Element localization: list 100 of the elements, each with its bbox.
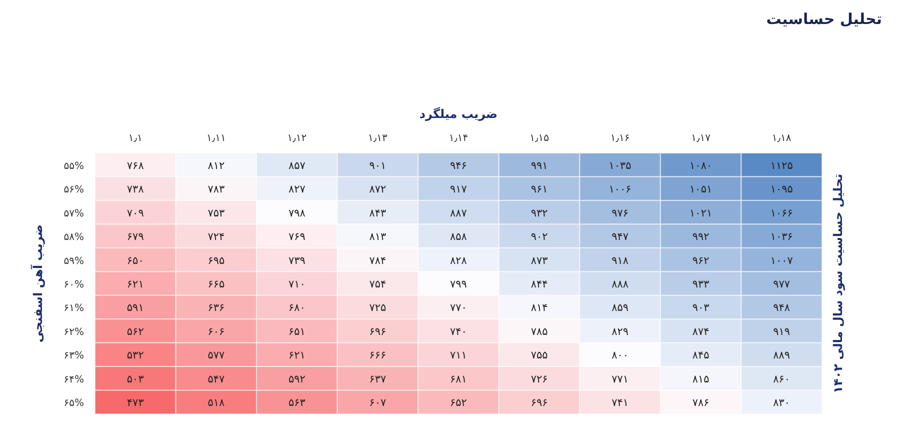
data-label: ۷۲۵	[369, 302, 387, 314]
data-label: ۷۳۸	[126, 184, 144, 196]
data-label: ۸۸۷	[450, 207, 468, 220]
data-label: ۹۰۱	[369, 160, 386, 172]
data-label: ۴۷۳	[126, 397, 144, 410]
data-label: ۷۶۸	[126, 160, 144, 172]
data-label: ۸۷۴	[692, 326, 710, 338]
data-label: ۶۵۱	[288, 326, 306, 338]
data-label: ۱۰۵۱	[690, 184, 712, 196]
x-tick-label: ۱٫۱۵	[530, 133, 549, 144]
data-label: ۹۴۷	[612, 231, 629, 244]
data-label: ۷۵۳	[208, 207, 225, 220]
x-tick-label: ۱٫۱۱	[206, 133, 226, 144]
data-label: ۷۸۶	[692, 397, 710, 410]
data-label: ۶۹۶	[369, 326, 386, 338]
x-axis-title: ضریب میلگرد	[419, 107, 498, 121]
data-label: ۶۹۵	[208, 254, 225, 267]
data-label: ۸۰۰	[612, 350, 629, 362]
data-label: ۷۷۰	[450, 302, 467, 314]
y2-axis-title: تحلیل حساسیت سود سال مالی ۱۴۰۲	[831, 174, 845, 394]
data-label: ۵۹۱	[126, 302, 144, 314]
data-label: ۹۱۸	[612, 254, 629, 267]
data-label: ۸۲۸	[450, 254, 468, 267]
data-label: ۷۰۹	[126, 207, 144, 220]
data-label: ۹۴۸	[773, 302, 790, 314]
data-label: ۵۶۳	[288, 397, 306, 410]
data-label: ۷۵۴	[369, 278, 386, 290]
data-label: ۷۷۱	[612, 373, 629, 386]
data-label: ۹۷۶	[612, 207, 629, 220]
x-tick-label: ۱٫۱۳	[368, 133, 388, 144]
data-label: ۷۱۱	[450, 350, 467, 362]
data-label: ۷۴۰	[450, 326, 467, 338]
data-label: ۹۰۲	[530, 231, 548, 244]
data-label: ۹۶۲	[692, 254, 710, 267]
data-label: ۱۰۰۶	[608, 184, 632, 196]
data-label: ۶۸۱	[450, 373, 467, 386]
data-label: ۸۱۲	[208, 160, 225, 172]
y-tick-label: ۵۹%	[64, 256, 84, 267]
data-label: ۷۱۰	[288, 278, 306, 290]
data-label: ۶۳۷	[369, 373, 387, 386]
y-tick-label: ۶۱%	[64, 303, 84, 314]
data-label: ۶۹۶	[530, 397, 548, 410]
data-label: ۹۱۹	[773, 326, 790, 338]
data-label: ۶۶۶	[369, 350, 386, 362]
x-tick-label: ۱٫۱۷	[691, 133, 712, 144]
y-tick-label: ۶۰%	[64, 280, 84, 290]
data-label: ۷۸۵	[530, 326, 548, 338]
data-label: ۷۲۶	[530, 373, 548, 386]
data-label: ۶۳۶	[208, 302, 225, 314]
data-label: ۵۶۲	[126, 326, 144, 338]
data-label: ۶۵۲	[450, 397, 468, 410]
data-label: ۷۴۱	[612, 397, 629, 410]
data-label: ۶۵۰	[126, 254, 144, 267]
data-label: ۶۲۱	[126, 278, 144, 290]
data-label: ۹۰۳	[692, 302, 710, 314]
data-label: ۱۰۶۶	[770, 207, 793, 220]
data-label: ۵۹۲	[288, 373, 306, 386]
data-label: ۷۲۴	[208, 231, 225, 244]
x-tick-label: ۱٫۱۴	[448, 133, 468, 144]
data-label: ۸۸۸	[612, 278, 629, 290]
data-label: ۵۷۷	[208, 350, 225, 362]
data-label: ۶۸۰	[288, 302, 306, 314]
data-label: ۸۴۵	[692, 350, 710, 362]
y-tick-label: ۶۴%	[64, 374, 84, 386]
y-axis-title: ضریب آهن اسفنجی	[30, 224, 45, 343]
data-label: ۸۱۴	[530, 302, 548, 314]
data-label: ۷۸۳	[208, 184, 225, 196]
data-label: ۹۶۱	[530, 184, 548, 196]
data-label: ۷۶۹	[288, 231, 306, 244]
data-label: ۱۰۲۱	[690, 207, 712, 220]
data-label: ۹۹۲	[692, 231, 710, 244]
data-label: ۷۵۵	[530, 350, 548, 362]
data-label: ۸۱۳	[369, 231, 387, 244]
data-label: ۸۷۲	[369, 184, 387, 196]
data-label: ۱۰۳۶	[770, 231, 793, 244]
data-label: ۸۶۰	[773, 373, 790, 386]
data-label: ۶۷۹	[126, 231, 144, 244]
y-tick-label: ۵۷%	[64, 208, 84, 220]
x-tick-label: ۱٫۱۶	[610, 133, 630, 144]
x-tick-label: ۱٫۱	[128, 133, 142, 144]
data-label: ۵۴۷	[208, 373, 225, 386]
y-tick-label: ۵۶%	[64, 184, 84, 196]
data-label: ۶۰۷	[369, 397, 387, 410]
y-tick-label: ۶۳%	[64, 350, 84, 362]
data-label: ۵۰۳	[126, 373, 144, 386]
data-label: ۹۳۳	[692, 278, 710, 290]
data-label: ۹۳۲	[530, 207, 548, 220]
data-label: ۱۰۸۰	[690, 160, 712, 172]
data-label: ۶۶۵	[208, 278, 225, 290]
y-tick-label: ۵۸%	[64, 232, 84, 244]
data-label: ۷۹۸	[288, 207, 306, 220]
data-label: ۸۵۷	[288, 160, 306, 172]
data-label: ۸۲۷	[288, 184, 306, 196]
data-label: ۹۱۷	[450, 184, 468, 196]
data-label: ۹۷۷	[773, 278, 790, 290]
y-tick-label: ۶۵%	[64, 398, 84, 410]
data-label: ۵۱۸	[208, 397, 225, 410]
data-label: ۸۳۰	[773, 397, 790, 410]
data-label: ۱۰۹۵	[770, 184, 794, 196]
data-label: ۶۰۶	[208, 326, 225, 338]
